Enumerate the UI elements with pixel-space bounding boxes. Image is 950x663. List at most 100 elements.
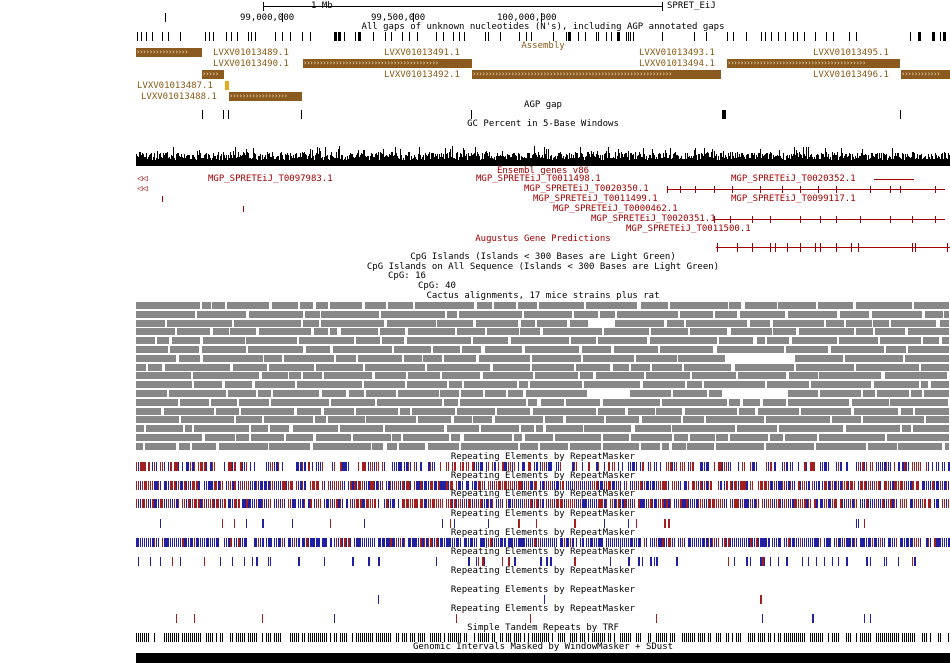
cactus-block (459, 399, 526, 406)
repeatmasker-track-title[interactable]: Repeating Elements by RepeatMasker (450, 566, 636, 576)
repeat-element (350, 499, 351, 508)
repeat-element (684, 462, 685, 471)
repeat-element (706, 538, 708, 547)
gc-track-title[interactable]: GC Percent in 5-Base Windows (467, 119, 619, 129)
repeat-element (502, 499, 503, 508)
repeat-element (502, 538, 503, 547)
exon-mark (818, 186, 819, 193)
assembly-segment[interactable]: ›››››››››››››››››› (229, 92, 302, 101)
gc-bar (829, 159, 830, 166)
repeat-element (878, 462, 879, 471)
assembly-label[interactable]: LVXV01013496.1 (813, 70, 889, 80)
gap-mark (566, 32, 567, 41)
gene-label[interactable]: MGP_SPRETEiJ_T0020351.1 (591, 214, 716, 224)
gc-bar (492, 157, 493, 166)
assembly-track-title[interactable]: Assembly (521, 41, 565, 51)
ensembl-track-title[interactable]: Ensembl genes v86 (496, 166, 590, 176)
cactus-block (484, 346, 522, 353)
augustus-gene-model[interactable] (716, 247, 950, 248)
assembly-label[interactable]: LVXV01013493.1 (639, 48, 715, 58)
cpg-all-track-title[interactable]: CpG Islands on All Sequence (Islands < 3… (366, 262, 720, 272)
trf-track-title[interactable]: Simple Tandem Repeats by TRF (467, 623, 619, 633)
gc-bar (566, 153, 567, 166)
repeatmasker-track-title[interactable]: Repeating Elements by RepeatMasker (450, 585, 636, 595)
cpg-track-title[interactable]: CpG Islands (Islands < 300 Bases are Lig… (410, 252, 676, 262)
exon-mark (935, 216, 936, 223)
assembly-segment[interactable]: ››››››››››››››››››››››››››››››››››››››››… (303, 59, 472, 68)
cactus-track-title[interactable]: Cactus alignments, 17 mice strains plus … (426, 291, 660, 301)
gc-bar (370, 155, 371, 166)
assembly-label[interactable]: LVXV01013488.1 (141, 92, 217, 102)
repeat-element (944, 462, 945, 471)
gene-label[interactable]: MGP_SPRETEiJ_T0000462.1 (553, 204, 678, 214)
tandem-repeat (188, 633, 189, 642)
assembly-label[interactable]: LVXV01013489.1 (213, 48, 289, 58)
agp-track-title[interactable]: AGP gap (524, 100, 562, 110)
repeat-element (678, 538, 679, 547)
repeat-element (564, 538, 565, 547)
gaps-track-title[interactable]: All gaps of unknown nucleotides (N's), i… (361, 22, 725, 32)
repeatmasker-track-title[interactable]: Repeating Elements by RepeatMasker (450, 547, 636, 557)
assembly-label[interactable]: LVXV01013487.1 (137, 81, 213, 91)
gc-bar (153, 157, 154, 166)
repeatmasker-track-title[interactable]: Repeating Elements by RepeatMasker (450, 509, 636, 519)
gene-label[interactable]: MGP_SPRETEiJ_T0097983.1 (208, 174, 333, 184)
assembly-segment[interactable]: ›››››››››››››››› (136, 48, 202, 57)
gene-model[interactable] (667, 189, 945, 190)
gene-label[interactable]: MGP_SPRETEiJ_T0011499.1 (533, 194, 658, 204)
tandem-repeat (390, 633, 391, 642)
cactus-block (194, 381, 223, 388)
repeat-element (212, 538, 213, 547)
gc-bar (424, 159, 425, 166)
repeat-element (792, 462, 793, 471)
assembly-segment[interactable]: ››››› (202, 70, 224, 79)
tandem-repeat (908, 633, 909, 642)
tandem-repeat (880, 633, 881, 642)
gene-label[interactable]: MGP_SPRETEiJ_T0020352.1 (731, 174, 856, 184)
assembly-segment[interactable]: ››››››››››››››››››››››››››››››››››››››››… (472, 70, 721, 79)
assembly-label[interactable]: LVXV01013494.1 (639, 59, 715, 69)
tandem-repeat (232, 633, 233, 642)
gene-label[interactable]: MGP_SPRETEiJ_T0099117.1 (731, 194, 856, 204)
repeatmasker-track-title[interactable]: Repeating Elements by RepeatMasker (450, 528, 636, 538)
repeat-element (454, 538, 455, 547)
repeat-element (524, 462, 525, 471)
windowmasker-track-title[interactable]: Genomic Intervals Masked by WindowMasker… (412, 642, 674, 652)
gene-model[interactable] (874, 179, 914, 180)
gene-model[interactable] (714, 219, 945, 220)
repeatmasker-track-title[interactable]: Repeating Elements by RepeatMasker (450, 452, 636, 462)
repeat-element (550, 481, 551, 490)
repeat-element (794, 538, 795, 547)
tandem-repeat (764, 633, 765, 642)
assembly-label[interactable]: LVXV01013495.1 (813, 48, 889, 58)
assembly-segment[interactable]: ›››››››››››› (901, 70, 950, 79)
cactus-block (202, 355, 263, 362)
repeat-element (388, 538, 390, 547)
repeatmasker-track-title[interactable]: Repeating Elements by RepeatMasker (450, 604, 636, 614)
tandem-repeat (896, 633, 897, 642)
repeat-element (668, 462, 669, 471)
gene-label[interactable]: MGP_SPRETEiJ_T0011498.1 (476, 174, 601, 184)
repeat-element (550, 462, 552, 471)
tandem-repeat (412, 633, 413, 642)
repeat-element (538, 499, 539, 508)
augustus-track-title[interactable]: Augustus Gene Predictions (475, 234, 611, 244)
assembly-segment[interactable]: ››››››››››››››››››››››››››››››››››››››››… (727, 59, 900, 68)
gc-bar (363, 149, 364, 166)
cactus-block (202, 337, 245, 344)
repeatmasker-track-title[interactable]: Repeating Elements by RepeatMasker (450, 471, 636, 481)
assembly-label[interactable]: LVXV01013490.1 (213, 59, 289, 69)
tandem-repeat (728, 633, 729, 642)
cpg-island-label[interactable]: CpG: 40 (418, 281, 456, 291)
cpg-island-label[interactable]: CpG: 16 (388, 271, 426, 281)
assembly-segment[interactable] (225, 81, 229, 90)
gene-label[interactable]: MGP_SPRETEiJ_T0011500.1 (626, 224, 751, 234)
assembly-label[interactable]: LVXV01013492.1 (384, 70, 460, 80)
gene-label[interactable]: MGP_SPRETEiJ_T0020350.1 (524, 184, 649, 194)
repeat-element (404, 481, 405, 490)
repeat-element (674, 538, 675, 547)
repeat-element (788, 481, 790, 490)
repeatmasker-track-title[interactable]: Repeating Elements by RepeatMasker (450, 489, 636, 499)
assembly-label[interactable]: LVXV01013491.1 (384, 48, 460, 58)
